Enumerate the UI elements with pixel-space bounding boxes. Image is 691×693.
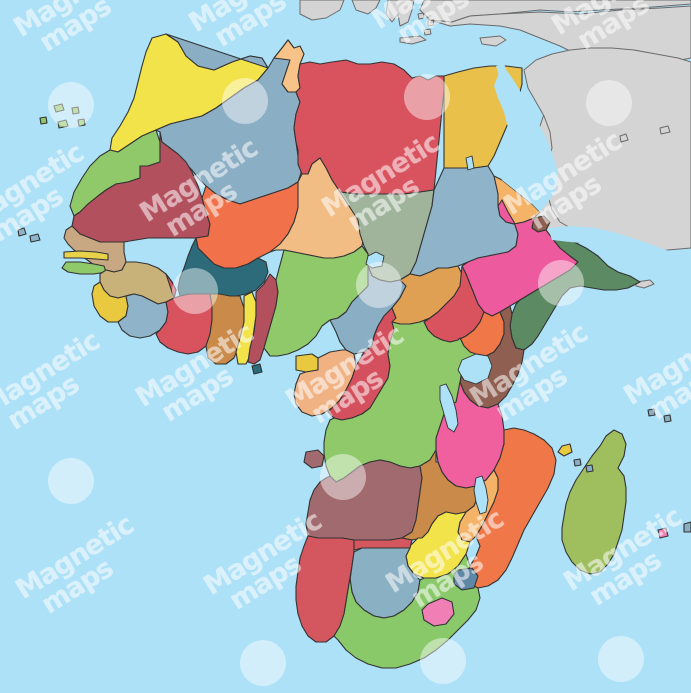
region-aegean-islands [417, 10, 443, 36]
region-seychelles [647, 408, 672, 423]
region-gambia [63, 250, 109, 261]
region-mauritius [657, 527, 669, 539]
lake-chad [365, 251, 385, 269]
region-mozambique [465, 427, 557, 589]
region-crete [399, 35, 427, 45]
region-europe-balkans [351, 0, 381, 15]
region-sao-tome [251, 363, 263, 375]
region-comoros [557, 443, 573, 457]
lake-malawi [473, 475, 489, 515]
red-sea [494, 70, 558, 212]
lake-nasser [465, 155, 475, 171]
region-ghana [205, 293, 245, 365]
region-comoros-small [573, 458, 594, 473]
region-equatorial-guinea [295, 353, 319, 373]
non-africa-landmass [299, 0, 691, 289]
africa-landmass [17, 33, 691, 669]
region-madagascar [561, 429, 627, 575]
region-reunion [683, 521, 691, 533]
region-lesotho [421, 597, 455, 627]
region-canary-islands [39, 103, 86, 129]
region-cyprus [479, 35, 507, 47]
region-iberia [299, 0, 345, 21]
region-burkina-faso [177, 237, 269, 297]
region-eswatini [453, 567, 479, 591]
lake-victoria [457, 353, 493, 385]
region-cabinda-enclave [303, 449, 325, 469]
lakes-layer [365, 155, 493, 515]
region-gulf-islands [619, 125, 671, 143]
region-south-africa [333, 553, 481, 669]
region-guinea-bissau [61, 261, 107, 275]
lake-tanganyika [439, 383, 459, 433]
suez-canal [496, 64, 508, 78]
region-cape-verde [17, 227, 41, 243]
region-somalia [509, 237, 641, 351]
region-gabon [293, 349, 357, 417]
gulf-of-aden [548, 226, 691, 272]
region-greece [385, 0, 415, 27]
red-sea-layer [494, 64, 691, 272]
